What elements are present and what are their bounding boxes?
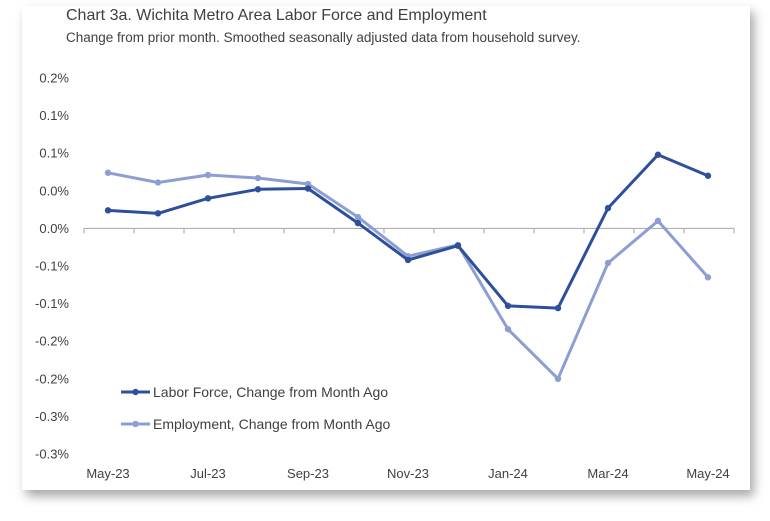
x-tick-label: Mar-24 — [587, 466, 628, 481]
data-point — [504, 302, 512, 310]
data-point — [254, 174, 262, 182]
y-tick-label: -0.1% — [35, 259, 69, 274]
x-tick-label: May-24 — [686, 466, 729, 481]
chart-title: Chart 3a. Wichita Metro Area Labor Force… — [66, 7, 487, 24]
x-axis-ticks: May-23 Jul-23 Sep-23 Nov-23 Jan-24 Mar-24 May-… — [86, 466, 729, 481]
data-point — [104, 169, 112, 176]
x-tick-label: May-23 — [86, 466, 129, 481]
data-point — [254, 186, 262, 193]
data-point — [354, 219, 362, 227]
data-point — [354, 213, 362, 221]
data-point — [304, 180, 312, 188]
data-point — [704, 274, 712, 281]
data-point — [504, 325, 512, 333]
data-point — [654, 151, 662, 158]
y-tick-label: 0.0% — [39, 221, 69, 236]
data-point — [554, 375, 562, 382]
data-point — [204, 171, 212, 179]
data-point — [104, 207, 112, 214]
y-tick-label: -0.3% — [35, 447, 69, 462]
series-line — [107, 171, 710, 381]
data-point — [554, 304, 562, 312]
y-axis-ticks: 0.2% 0.1% 0.1% 0.0% 0.0% -0.1% -0.1% -0.2% -0.2%… — [35, 71, 69, 462]
data-point — [654, 217, 662, 225]
x-tick-label: Nov-23 — [387, 466, 429, 481]
chart-subtitle: Change from prior month. Smoothed season… — [66, 30, 581, 45]
x-tick-label: Jul-23 — [190, 466, 225, 481]
data-point — [304, 185, 312, 192]
y-tick-label: -0.2% — [35, 334, 69, 349]
data-point — [154, 210, 162, 217]
axes — [83, 227, 735, 234]
data-point — [604, 204, 612, 212]
legend: Labor Force, Change from Month Ago Employ… — [121, 384, 391, 432]
series-employment — [104, 169, 712, 382]
legend-swatch-marker — [132, 388, 139, 396]
data-point — [404, 256, 412, 264]
data-point — [154, 179, 162, 186]
y-tick-label: 0.2% — [39, 71, 69, 86]
y-tick-label: -0.3% — [35, 409, 69, 424]
legend-label: Employment, Change from Month Ago — [153, 416, 391, 432]
data-point — [704, 172, 712, 179]
y-tick-label: 0.1% — [39, 146, 69, 161]
y-tick-label: -0.2% — [35, 371, 69, 386]
data-point — [204, 195, 212, 202]
y-tick-label: -0.1% — [35, 296, 69, 311]
x-tick-label: Jan-24 — [488, 466, 528, 481]
series-labor-force — [104, 151, 712, 312]
y-tick-label: 0.0% — [39, 183, 69, 198]
series-layer — [104, 151, 712, 382]
y-tick-label: 0.1% — [39, 108, 69, 123]
legend-swatch-marker — [132, 420, 139, 428]
chart-card — [22, 6, 750, 490]
legend-label: Labor Force, Change from Month Ago — [153, 384, 388, 400]
data-point — [604, 259, 612, 267]
x-tick-label: Sep-23 — [287, 466, 329, 481]
data-point — [454, 242, 462, 249]
